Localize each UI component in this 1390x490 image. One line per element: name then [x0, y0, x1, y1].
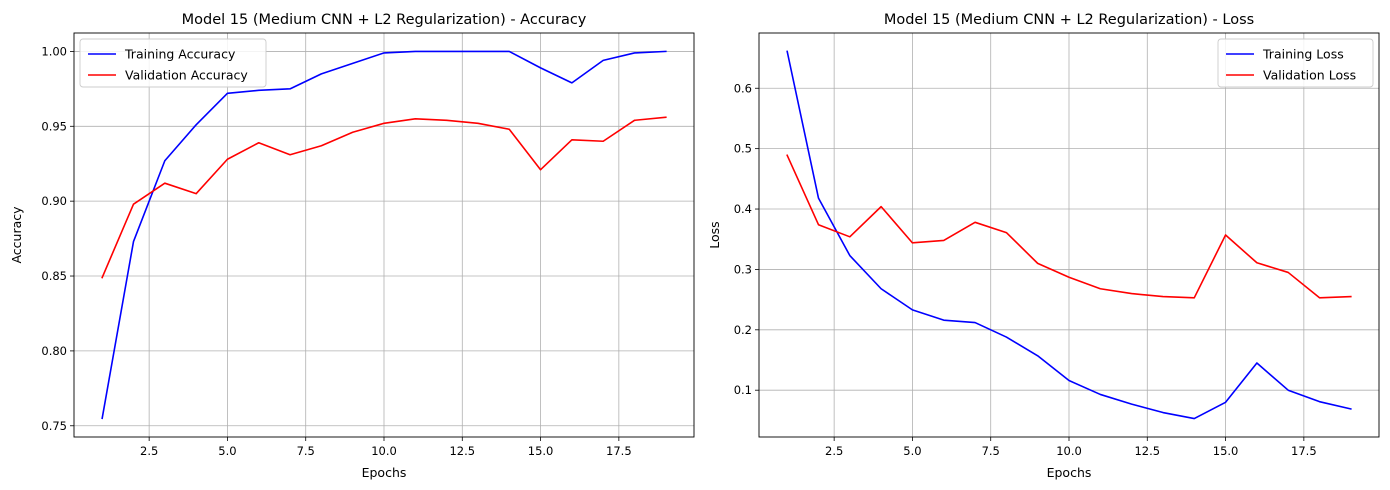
- y-tick-label: 0.4: [734, 202, 752, 216]
- y-tick-label: 0.75: [41, 419, 67, 433]
- series-line-training-accuracy: [101, 50, 667, 420]
- x-axis-label: Epochs: [1047, 465, 1092, 480]
- y-tick-label: 0.95: [41, 119, 67, 133]
- y-tick-label: 0.90: [41, 194, 67, 208]
- x-tick-label: 5.0: [903, 444, 921, 458]
- x-tick-label: 5.0: [218, 444, 236, 458]
- grid: [74, 33, 694, 437]
- legend-box: [79, 38, 267, 88]
- legend: Training Accuracy Validation Accuracy: [79, 38, 267, 88]
- series-line-validation-accuracy: [101, 116, 667, 279]
- chart-title: Model 15 (Medium CNN + L2 Regularization…: [182, 12, 587, 28]
- legend-label: Validation Loss: [1263, 68, 1356, 83]
- legend-label: Validation Accuracy: [125, 68, 248, 83]
- series-line-training-loss: [786, 50, 1352, 420]
- y-tick-label: 1.00: [41, 44, 67, 58]
- x-tick-label: 7.5: [297, 444, 315, 458]
- legend-label: Training Loss: [1262, 47, 1344, 62]
- y-tick-label: 0.80: [41, 344, 67, 358]
- legend: Training Loss Validation Loss: [1217, 38, 1374, 88]
- x-axis-label: Epochs: [362, 465, 407, 480]
- x-tick-label: 10.0: [371, 444, 397, 458]
- x-tick-label: 17.5: [1291, 444, 1317, 458]
- series-line-validation-loss: [786, 154, 1352, 299]
- y-tick-label: 0.3: [734, 262, 752, 276]
- y-axis-label: Accuracy: [9, 206, 24, 264]
- chart-panel-loss: 2.5 5.0 7.5 10.0 12.5 15.0 17.5 0.1 0.2 0.3 0.4 0.5…: [707, 12, 1380, 480]
- x-tick-label: 10.0: [1056, 444, 1082, 458]
- y-tick-label: 0.5: [734, 142, 752, 156]
- y-axis-label: Loss: [707, 221, 722, 248]
- x-tick-label: 2.5: [140, 444, 158, 458]
- y-tick-label: 0.6: [734, 81, 752, 95]
- y-tick-label: 0.85: [41, 269, 67, 283]
- legend-label: Training Accuracy: [124, 47, 236, 62]
- x-tick-label: 15.0: [528, 444, 554, 458]
- chart-panel-accuracy: 2.5 5.0 7.5 10.0 12.5 15.0 17.5 0.75 0.80 0.85 0.9…: [9, 12, 695, 480]
- x-tick-label: 2.5: [825, 444, 843, 458]
- y-tick-label: 0.2: [734, 323, 752, 337]
- x-tick-label: 7.5: [982, 444, 1000, 458]
- x-tick-label: 17.5: [606, 444, 632, 458]
- legend-box: [1217, 38, 1374, 88]
- x-tick-label: 15.0: [1213, 444, 1239, 458]
- y-tick-label: 0.1: [734, 383, 752, 397]
- chart-title: Model 15 (Medium CNN + L2 Regularization…: [884, 12, 1254, 28]
- x-tick-label: 12.5: [1134, 444, 1160, 458]
- x-tick-label: 12.5: [449, 444, 475, 458]
